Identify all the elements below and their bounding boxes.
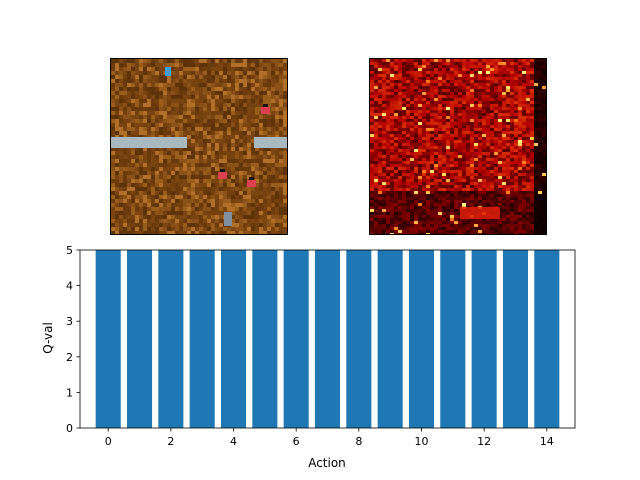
y-axis-label: Q-val bbox=[41, 322, 55, 354]
bar-action-5 bbox=[252, 250, 278, 428]
bar-action-12 bbox=[471, 250, 497, 428]
bar-action-11 bbox=[440, 250, 466, 428]
saliency-heatmap-image bbox=[369, 58, 547, 235]
bar-action-2 bbox=[158, 250, 184, 428]
heatmap-canvas bbox=[370, 59, 546, 234]
x-axis-label: Action bbox=[308, 456, 346, 470]
y-tick-label: 1 bbox=[66, 386, 73, 399]
wall-right bbox=[254, 137, 287, 148]
y-tick-label: 4 bbox=[66, 280, 73, 293]
x-tick-label: 14 bbox=[540, 435, 554, 448]
grey-block-sprite bbox=[224, 212, 232, 226]
bar-action-7 bbox=[314, 250, 341, 428]
x-tick-label: 10 bbox=[414, 435, 428, 448]
x-tick-label: 2 bbox=[167, 435, 174, 448]
wall-left bbox=[111, 137, 187, 148]
enemy-head bbox=[249, 177, 254, 180]
heat-hotspot bbox=[460, 207, 500, 219]
plot-frame bbox=[79, 249, 576, 429]
game-screen-canvas bbox=[111, 59, 287, 234]
bar-action-4 bbox=[220, 250, 247, 428]
x-tick-label: 4 bbox=[230, 435, 237, 448]
x-tick-label: 6 bbox=[293, 435, 300, 448]
y-tick-label: 2 bbox=[66, 351, 73, 364]
bar-action-10 bbox=[408, 250, 435, 428]
x-tick-label: 0 bbox=[105, 435, 112, 448]
bar-action-13 bbox=[502, 250, 529, 428]
bar-action-14 bbox=[534, 250, 560, 428]
enemy-sprite bbox=[218, 172, 227, 179]
bar-action-3 bbox=[189, 250, 215, 428]
game-screen-image bbox=[110, 58, 288, 235]
enemy-sprite bbox=[247, 180, 256, 187]
bar-action-0 bbox=[95, 250, 121, 428]
enemy-sprite bbox=[261, 107, 270, 114]
player-sprite-top bbox=[165, 67, 171, 76]
enemy-head bbox=[220, 169, 225, 172]
y-tick-label: 5 bbox=[66, 244, 73, 257]
y-tick-label: 0 bbox=[66, 422, 73, 435]
bar-action-8 bbox=[346, 250, 372, 428]
x-tick-label: 12 bbox=[477, 435, 491, 448]
enemy-head bbox=[263, 104, 268, 107]
bar-action-1 bbox=[126, 250, 153, 428]
x-tick-label: 8 bbox=[355, 435, 362, 448]
bar-action-9 bbox=[377, 250, 403, 428]
y-tick-label: 3 bbox=[66, 315, 73, 328]
bar-action-6 bbox=[283, 250, 309, 428]
